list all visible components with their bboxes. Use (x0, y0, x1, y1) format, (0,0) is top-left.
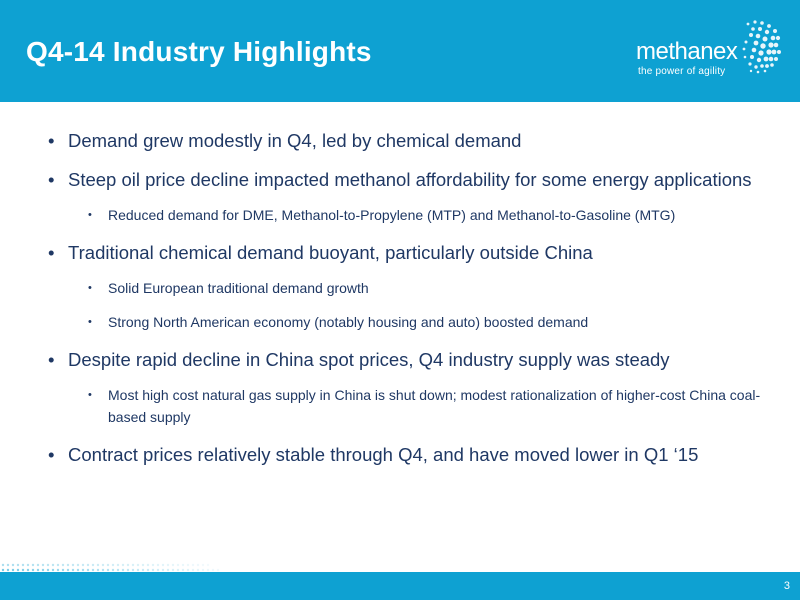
bullet-text: Demand grew modestly in Q4, led by chemi… (68, 130, 522, 151)
page-number: 3 (783, 580, 790, 592)
sub-bullet-text: Most high cost natural gas supply in Chi… (108, 387, 761, 425)
sub-bullet-4-1: • Most high cost natural gas supply in Ch… (88, 384, 788, 428)
bullet-1: • Demand grew modestly in Q4, led by chem… (48, 128, 788, 153)
sub-bullet-dot: • (88, 282, 92, 294)
bullet-list: • Demand grew modestly in Q4, led by chem… (48, 128, 788, 481)
bullet-text: Contract prices relatively stable throug… (68, 444, 699, 465)
sub-bullet-3-1: • Solid European traditional demand growt… (88, 277, 788, 299)
bullet-3: • Traditional chemical demand buoyant, pa… (48, 240, 788, 265)
slide-title: Q4-14 Industry Highlights (26, 36, 372, 67)
bullet-dot: • (48, 130, 55, 151)
sub-bullet-dot: • (88, 209, 92, 221)
bullet-dot: • (48, 444, 55, 465)
methanex-logo: methanex the power of agility (618, 10, 788, 90)
bullet-text: Despite rapid decline in China spot pric… (68, 349, 670, 370)
bullet-dot: • (48, 349, 55, 370)
logo-tagline: the power of agility (638, 66, 726, 77)
bullet-5: • Contract prices relatively stable throu… (48, 442, 788, 467)
slide-header: Q4-14 Industry Highlights methanex the p… (0, 0, 800, 102)
bullet-4: • Despite rapid decline in China spot pri… (48, 347, 788, 372)
globe-icon (742, 20, 781, 74)
bullet-dot: • (48, 169, 55, 190)
bullet-text: Traditional chemical demand buoyant, par… (68, 242, 593, 263)
sub-bullet-dot: • (88, 389, 92, 401)
sub-bullet-3-2: • Strong North American economy (notably … (88, 311, 788, 333)
sub-bullet-text: Reduced demand for DME, Methanol-to-Prop… (108, 207, 676, 223)
sub-bullet-text: Strong North American economy (notably h… (108, 314, 589, 330)
sub-bullet-2-1: • Reduced demand for DME, Methanol-to-Pro… (88, 204, 788, 226)
sub-bullet-text: Solid European traditional demand growth (108, 280, 369, 296)
bullet-text: Steep oil price decline impacted methano… (68, 169, 752, 190)
sub-bullet-dot: • (88, 316, 92, 328)
slide-footer (0, 572, 800, 600)
bullet-dot: • (48, 242, 55, 263)
logo-wordmark: methanex (636, 38, 738, 65)
bullet-2: • Steep oil price decline impacted methan… (48, 167, 788, 192)
